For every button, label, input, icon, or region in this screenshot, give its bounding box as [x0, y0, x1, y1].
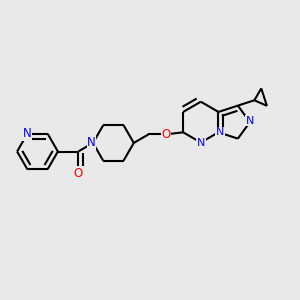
Text: N: N: [87, 136, 96, 149]
Text: N: N: [246, 116, 254, 126]
Text: N: N: [216, 127, 224, 137]
Text: O: O: [161, 128, 170, 141]
Text: N: N: [196, 138, 205, 148]
Text: O: O: [74, 167, 83, 180]
Text: N: N: [23, 127, 32, 140]
